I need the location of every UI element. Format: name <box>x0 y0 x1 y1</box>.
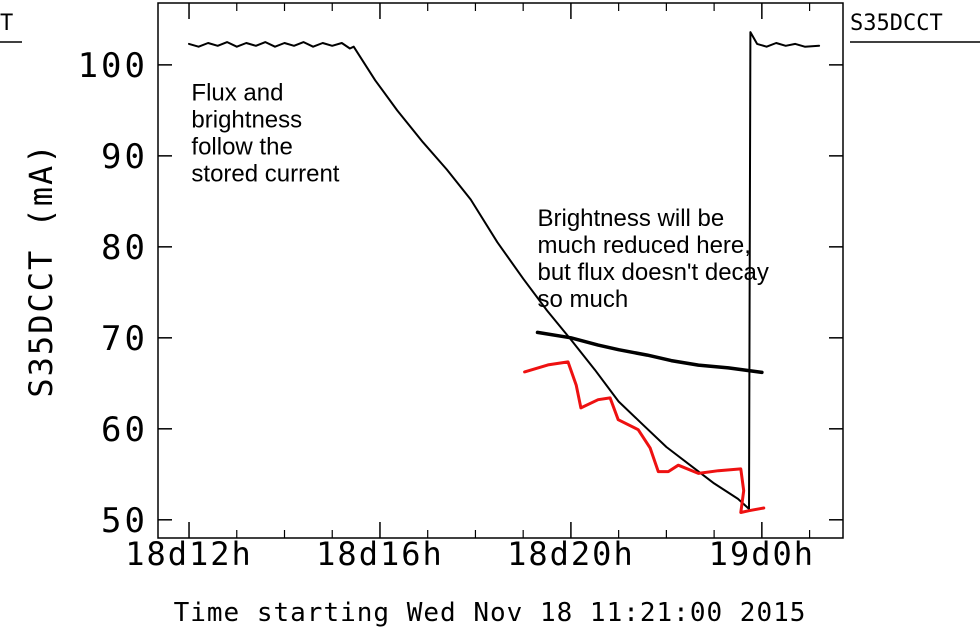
data-line <box>535 330 764 375</box>
y-axis-label: S35DCCT (mA) <box>22 142 60 397</box>
y-tick-label: 100 <box>78 46 148 86</box>
x-tick-label: 18d12h <box>125 535 253 573</box>
legend-label: S35DCCT <box>850 11 943 36</box>
y-tick-label: 60 <box>101 410 148 450</box>
annotation: follow the <box>191 133 292 160</box>
x-axis-label: Time starting Wed Nov 18 11:21:00 2015 <box>174 598 807 628</box>
legend-label: T <box>0 11 13 36</box>
y-tick-label: 50 <box>101 501 148 541</box>
annotation: Brightness will be <box>537 205 724 232</box>
y-tick-label: 90 <box>101 137 148 177</box>
x-tick-label: 18d16h <box>316 535 444 573</box>
plot-frame <box>157 2 844 539</box>
x-tick-label: 19d0h <box>709 535 815 573</box>
annotation: much reduced here, <box>537 232 750 259</box>
data-line <box>188 31 821 510</box>
annotation: Flux and <box>191 79 283 106</box>
data-line <box>523 360 766 514</box>
annotation: brightness <box>191 106 302 133</box>
x-tick-label: 18d20h <box>507 535 635 573</box>
annotation: so much <box>537 286 628 313</box>
y-tick-label: 80 <box>101 228 148 268</box>
annotation: but flux doesn't decay <box>537 259 768 286</box>
annotation: stored current <box>191 160 339 187</box>
y-tick-label: 70 <box>101 319 148 359</box>
